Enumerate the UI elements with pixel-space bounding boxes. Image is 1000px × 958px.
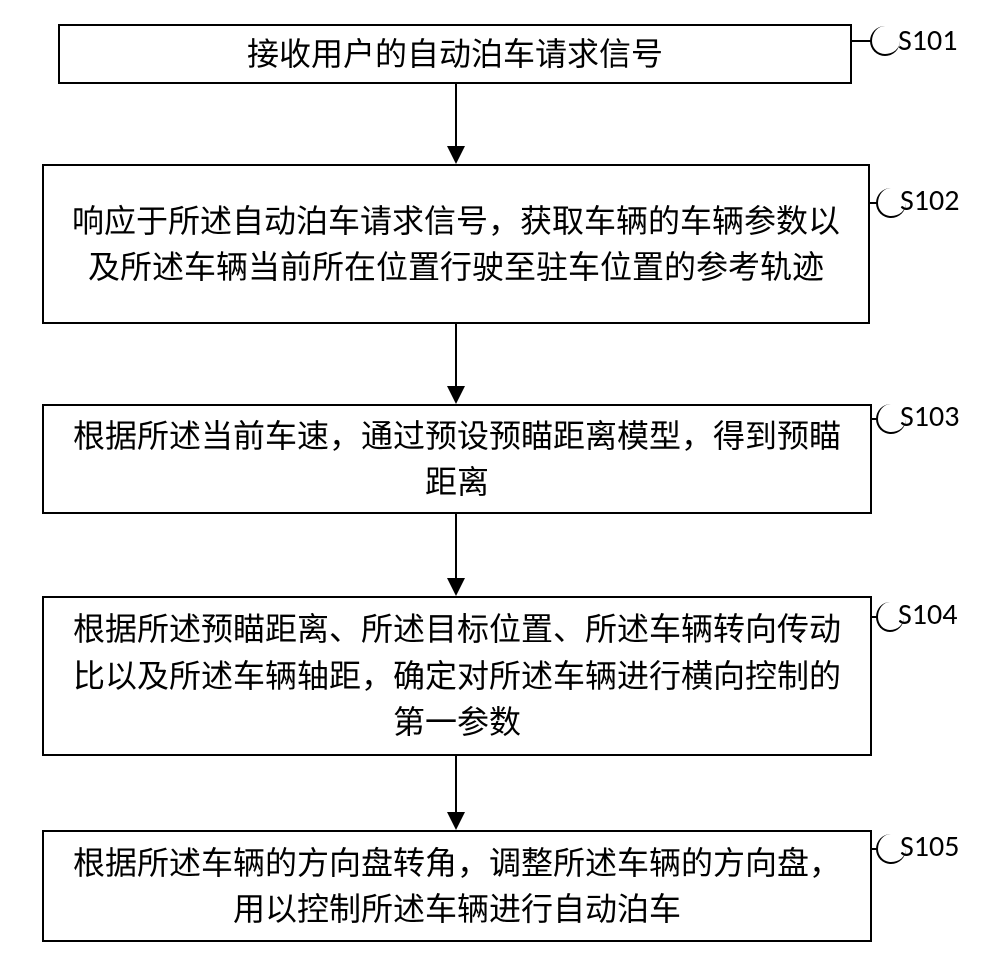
arrow-head-icon (447, 386, 465, 404)
flow-node-s105: 根据所述车辆的方向盘转角，调整所述车辆的方向盘，用以控制所述车辆进行自动泊车 (42, 830, 872, 942)
flow-node-text: 根据所述当前车速，通过预设预瞄距离模型，得到预瞄距离 (58, 413, 856, 506)
arrow-head-icon (447, 146, 465, 164)
flow-arrow (455, 84, 457, 146)
flowchart-canvas: 接收用户的自动泊车请求信号 S101 响应于所述自动泊车请求信号，获取车辆的车辆… (0, 0, 1000, 958)
flow-label-s101: S101 (898, 22, 957, 59)
flow-label-s104: S104 (898, 596, 957, 633)
flow-node-text: 根据所述预瞄距离、所述目标位置、所述车辆转向传动比以及所述车辆轴距，确定对所述车… (58, 606, 856, 745)
arrow-head-icon (447, 578, 465, 596)
flow-node-s102: 响应于所述自动泊车请求信号，获取车辆的车辆参数以及所述车辆当前所在位置行驶至驻车… (42, 164, 870, 324)
flow-label-s103: S103 (900, 398, 959, 435)
flow-node-s101: 接收用户的自动泊车请求信号 (58, 24, 852, 84)
label-curve (870, 26, 900, 56)
arrow-head-icon (447, 812, 465, 830)
label-connector (852, 40, 872, 42)
flow-node-text: 响应于所述自动泊车请求信号，获取车辆的车辆参数以及所述车辆当前所在位置行驶至驻车… (58, 198, 854, 291)
flow-arrow (455, 514, 457, 578)
flow-node-text: 根据所述车辆的方向盘转角，调整所述车辆的方向盘，用以控制所述车辆进行自动泊车 (58, 840, 856, 933)
flow-arrow (455, 756, 457, 812)
flow-node-s103: 根据所述当前车速，通过预设预瞄距离模型，得到预瞄距离 (42, 404, 872, 514)
flow-label-s105: S105 (900, 828, 959, 865)
flow-node-text: 接收用户的自动泊车请求信号 (247, 31, 663, 77)
flow-label-s102: S102 (900, 182, 959, 219)
flow-node-s104: 根据所述预瞄距离、所述目标位置、所述车辆转向传动比以及所述车辆轴距，确定对所述车… (42, 596, 872, 756)
flow-arrow (455, 324, 457, 386)
